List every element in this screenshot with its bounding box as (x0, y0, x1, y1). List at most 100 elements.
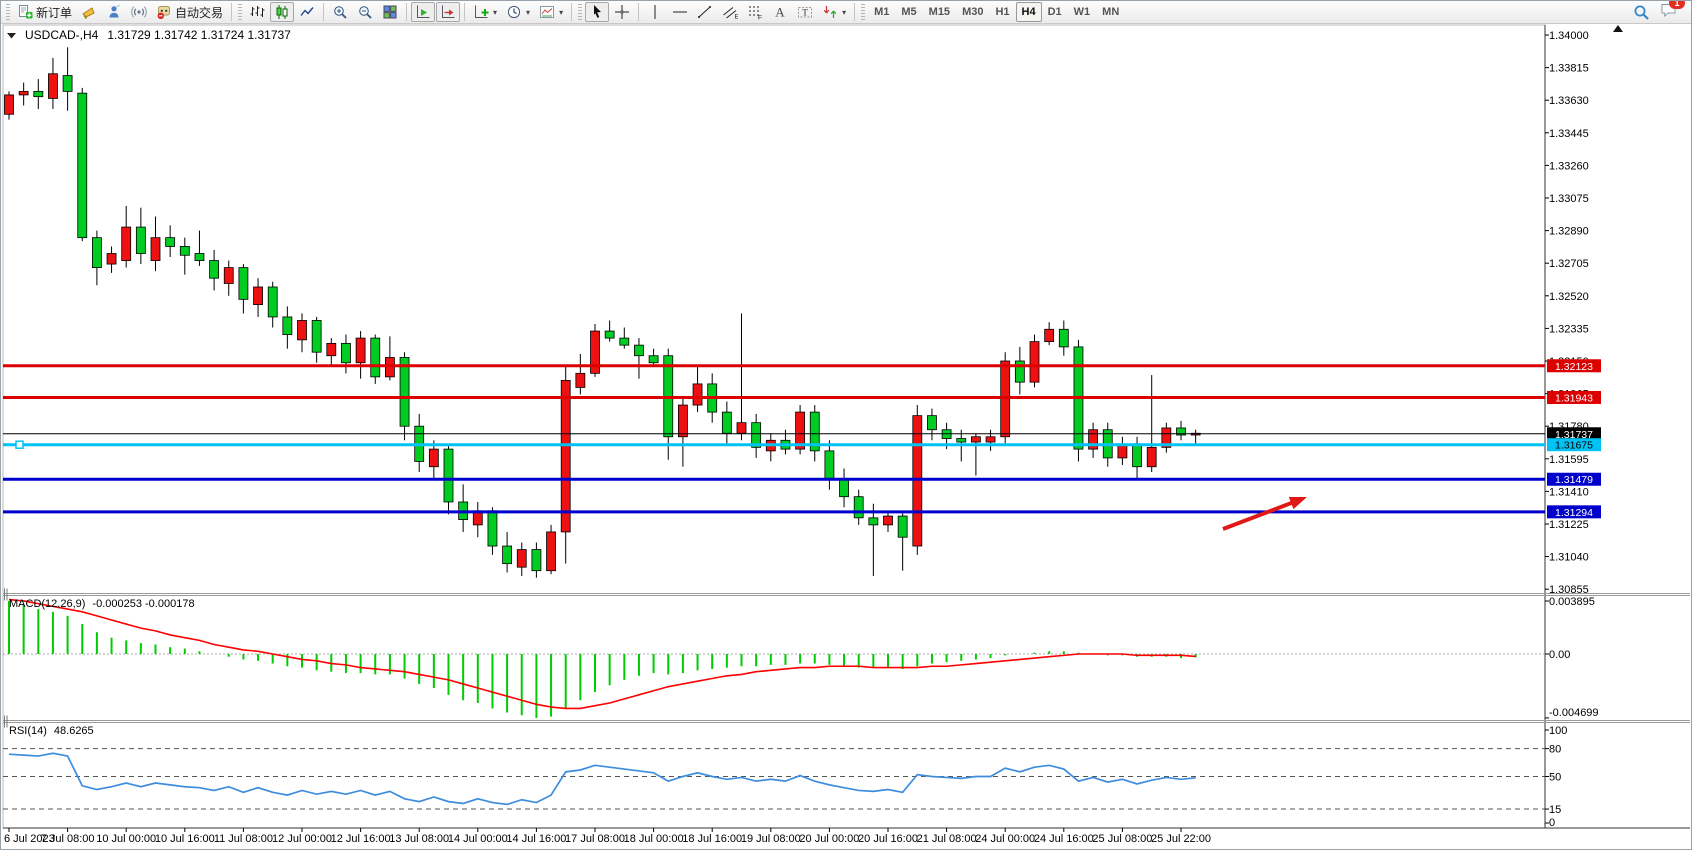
periods-button[interactable]: ▾ (502, 2, 534, 22)
timeframe-w1-button[interactable]: W1 (1068, 2, 1097, 22)
zoom-in-button[interactable] (328, 2, 352, 22)
crosshair-button[interactable] (610, 2, 634, 22)
price-tick-label: 1.33630 (1549, 95, 1589, 107)
toolbar-grip (861, 4, 866, 20)
candlestick (370, 337, 381, 378)
candlestick (721, 411, 732, 434)
time-tick-label: 24 Jul 16:00 (1034, 833, 1094, 845)
indicators-button[interactable]: ▾ (469, 2, 501, 22)
line-chart-icon (300, 7, 314, 16)
timeframe-m15-button[interactable]: M15 (923, 2, 956, 22)
horizontal-line-icon (673, 11, 688, 13)
candlestick (1132, 443, 1142, 468)
candlestick (92, 237, 102, 269)
timeframe-d1-button[interactable]: D1 (1042, 2, 1068, 22)
annotation-arrowhead[interactable] (1288, 496, 1307, 510)
time-tick-label: 18 Jul 00:00 (624, 833, 684, 845)
candlestick (927, 415, 937, 431)
signals-button[interactable] (127, 2, 151, 22)
macd-tick-label: 0.00 (1549, 649, 1570, 661)
candlestick-chart-button[interactable] (270, 2, 295, 22)
timeframe-m1-button[interactable]: M1 (868, 2, 895, 22)
signals-icon (131, 6, 147, 18)
tile-windows-button[interactable] (378, 2, 402, 22)
bar-chart-button[interactable] (245, 2, 269, 22)
toolbar-grip[interactable] (238, 4, 243, 20)
svg-text:F: F (758, 15, 762, 21)
candlestick (809, 411, 820, 452)
candlestick (487, 510, 498, 547)
line-chart-button[interactable] (295, 2, 319, 22)
candlestick (355, 337, 366, 364)
time-tick-label: 6 Jul 2023 (4, 833, 55, 845)
candlestick (560, 379, 571, 533)
trendline-button[interactable] (693, 2, 717, 22)
time-tick-label: 12 Jul 00:00 (272, 833, 332, 845)
price-badge-label: 1.31737 (1555, 429, 1593, 441)
candlestick (1161, 427, 1172, 448)
price-badge-label: 1.31294 (1555, 507, 1593, 519)
candlestick (1058, 328, 1069, 348)
toolbar-grip[interactable] (578, 4, 583, 20)
candlestick (897, 515, 908, 538)
timeframe-m5-button[interactable]: M5 (895, 2, 922, 22)
price-tick-label: 1.32890 (1549, 226, 1589, 238)
line-drag-handle[interactable] (15, 440, 24, 449)
timeframe-h4-button[interactable]: H4 (1015, 2, 1042, 22)
equidistant-channel-button[interactable]: E (718, 2, 742, 22)
new-order-icon (19, 5, 33, 19)
candlestick (868, 517, 879, 526)
price-tick-label: 1.31410 (1549, 486, 1589, 498)
scroll-end-marker-icon[interactable] (1613, 25, 1623, 32)
candlestick (297, 320, 307, 341)
timeframe-h1-button[interactable]: H1 (989, 2, 1015, 22)
candlestick-icon (276, 5, 288, 19)
candlestick (971, 436, 981, 443)
chart-menu-caret-icon[interactable] (7, 32, 16, 39)
candlestick (956, 438, 967, 443)
time-tick-label: 24 Jul 00:00 (975, 833, 1035, 845)
candlestick (604, 330, 615, 339)
time-tick-label: 17 Jul 08:00 (565, 833, 625, 845)
text-button[interactable]: A (768, 2, 792, 22)
zoom-in-icon (334, 6, 347, 19)
cursor-button[interactable] (585, 2, 610, 22)
candlestick (62, 75, 73, 92)
time-tick-label: 21 Jul 08:00 (917, 833, 977, 845)
auto-scroll-button[interactable] (411, 2, 436, 22)
chat-button[interactable]: 1 (1660, 1, 1685, 23)
arrows-button[interactable]: ▾ (818, 2, 850, 22)
candlestick (531, 549, 542, 572)
chart-shift-button[interactable] (436, 2, 461, 22)
toolbar-grip[interactable] (6, 4, 10, 20)
timeframe-m30-button[interactable]: M30 (956, 2, 989, 22)
search-icon[interactable] (1633, 4, 1650, 21)
timeframe-mn-button[interactable]: MN (1096, 2, 1125, 22)
candlestick (443, 448, 454, 503)
candlestick (780, 439, 791, 450)
clock-icon (507, 5, 521, 19)
time-tick-label: 25 Jul 22:00 (1151, 833, 1211, 845)
candlestick (121, 226, 132, 261)
candlestick (458, 501, 469, 520)
candlestick (707, 383, 718, 413)
templates-button[interactable]: ▾ (535, 2, 567, 22)
indicators-icon (475, 5, 489, 18)
horizontal-line-button[interactable] (668, 2, 692, 22)
zoom-out-button[interactable] (353, 2, 377, 22)
macd-pane-label: MACD(12,26,9) -0.000253 -0.000178 (9, 598, 195, 610)
candlestick (912, 415, 923, 547)
autotrading-button[interactable]: 自动交易 (152, 2, 227, 22)
text-label-button[interactable]: T (793, 2, 817, 22)
virtual-hosting-button[interactable] (102, 2, 126, 22)
rsi-tick-label: 50 (1549, 772, 1561, 784)
news-button[interactable] (77, 2, 101, 22)
price-badge (1547, 427, 1601, 441)
annotation-arrow[interactable] (1222, 498, 1299, 531)
chart-ohlc-values: 1.31729 1.31742 1.31724 1.31737 (107, 28, 291, 42)
price-axis-labels: 1.34000 1.33815 1.33630 1.33445 1.33260 1.330… (1545, 30, 1589, 596)
new-order-button[interactable]: 新订单 (13, 2, 76, 22)
vertical-line-button[interactable] (643, 2, 667, 22)
fibonacci-button[interactable]: F (743, 2, 767, 22)
